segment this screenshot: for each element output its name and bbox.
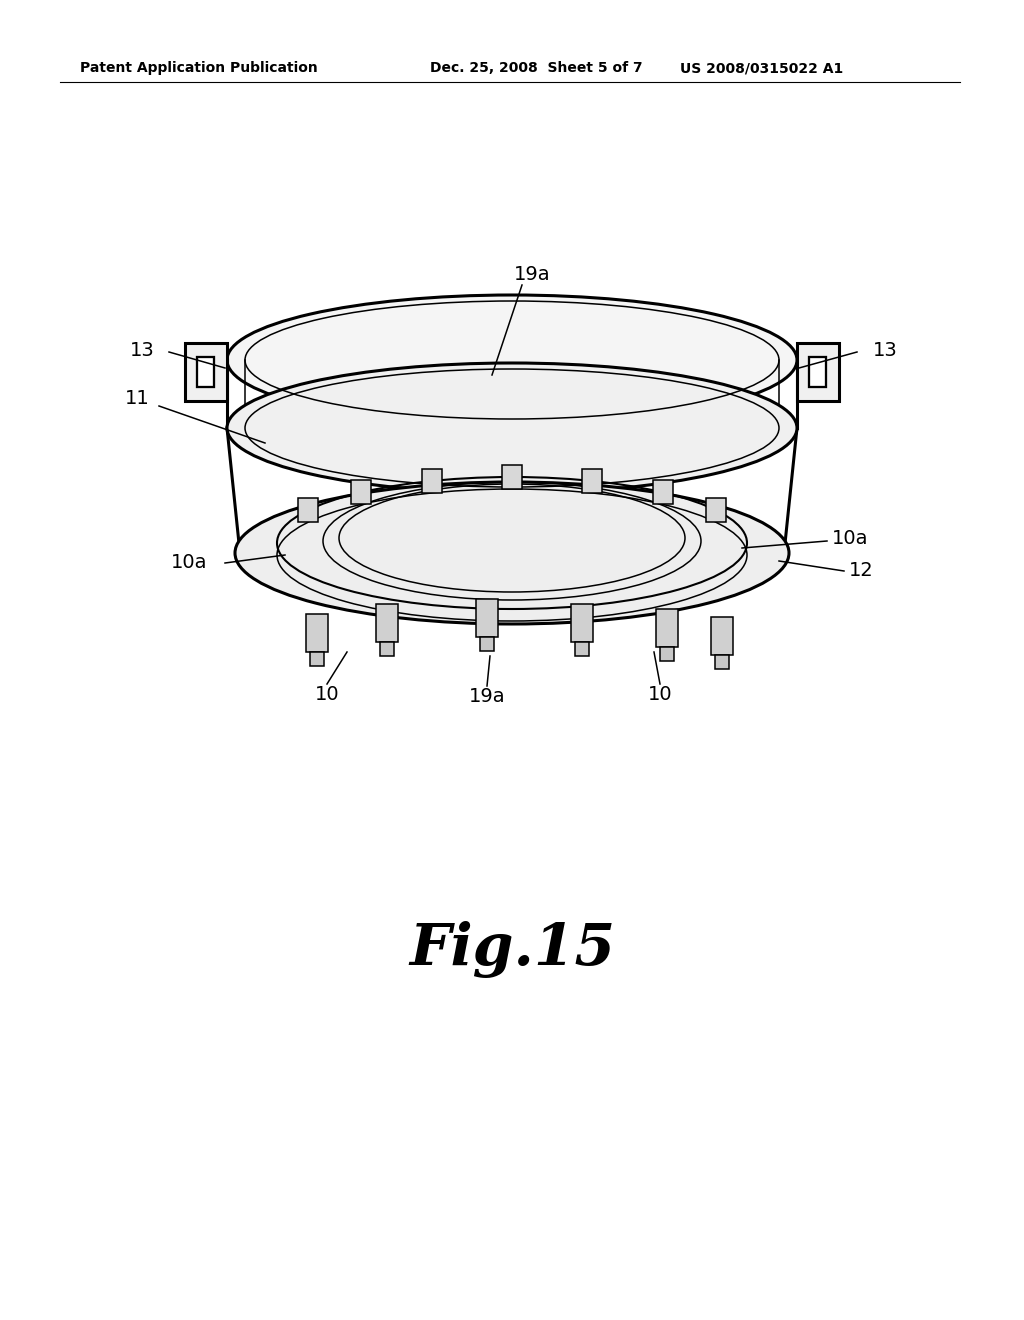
Text: 13: 13 xyxy=(872,341,897,359)
Text: 19a: 19a xyxy=(514,265,550,285)
Ellipse shape xyxy=(227,294,797,425)
Bar xyxy=(583,469,602,492)
Text: Dec. 25, 2008  Sheet 5 of 7: Dec. 25, 2008 Sheet 5 of 7 xyxy=(430,61,643,75)
Text: 11: 11 xyxy=(125,388,150,408)
Bar xyxy=(575,642,589,656)
Text: 12: 12 xyxy=(849,561,873,581)
Text: Patent Application Publication: Patent Application Publication xyxy=(80,61,317,75)
Bar xyxy=(571,605,593,642)
Bar xyxy=(660,647,674,661)
Ellipse shape xyxy=(227,363,797,492)
Bar xyxy=(656,609,678,647)
Text: 10a: 10a xyxy=(171,553,207,573)
Bar xyxy=(715,655,729,669)
Bar xyxy=(502,465,522,488)
Text: 10: 10 xyxy=(314,685,339,704)
Text: US 2008/0315022 A1: US 2008/0315022 A1 xyxy=(680,61,843,75)
Bar xyxy=(376,605,398,642)
Bar xyxy=(197,356,214,387)
Text: 13: 13 xyxy=(130,341,155,359)
Bar xyxy=(298,498,318,521)
Bar xyxy=(310,652,324,667)
Bar xyxy=(476,599,498,638)
Bar xyxy=(306,614,328,652)
Bar xyxy=(351,480,371,504)
Bar xyxy=(711,616,733,655)
Bar xyxy=(185,343,227,401)
Text: 19a: 19a xyxy=(469,686,505,705)
Bar xyxy=(653,480,673,504)
Bar xyxy=(380,642,394,656)
Text: Fig.15: Fig.15 xyxy=(409,921,615,978)
Text: 10: 10 xyxy=(648,685,673,704)
Bar xyxy=(706,498,726,521)
Bar xyxy=(809,356,826,387)
Ellipse shape xyxy=(234,482,790,624)
Bar xyxy=(422,469,441,492)
Text: 10a: 10a xyxy=(831,528,868,548)
Bar xyxy=(797,343,839,401)
Bar xyxy=(480,638,494,651)
